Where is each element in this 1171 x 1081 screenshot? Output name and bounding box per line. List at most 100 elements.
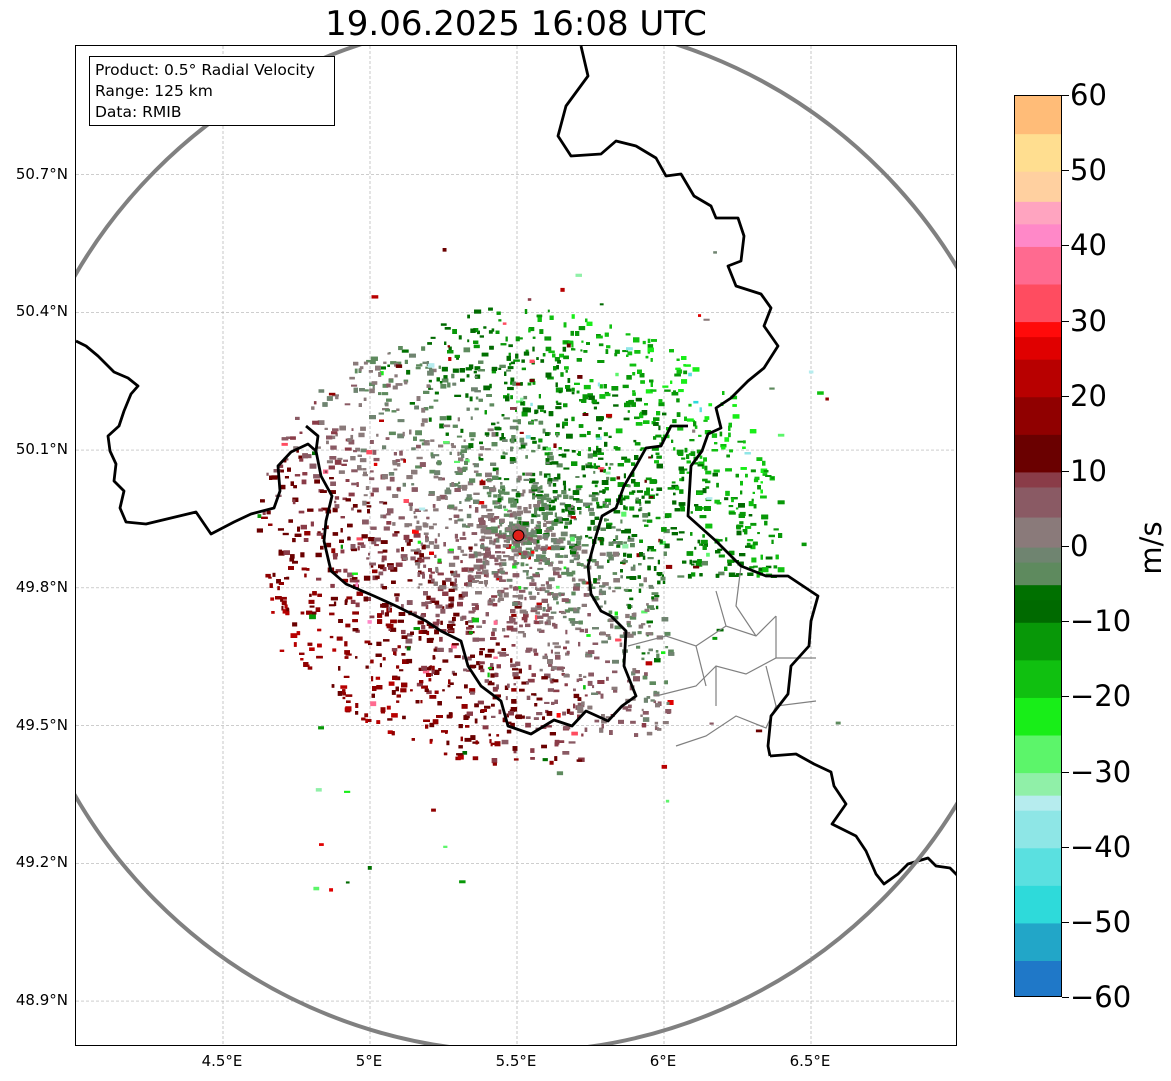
echo-pixel [423, 564, 427, 568]
echo-pixel [523, 542, 526, 545]
echo-pixel [346, 596, 353, 600]
echo-pixel [419, 553, 424, 558]
echo-pixel [569, 495, 574, 500]
echo-pixel [445, 730, 448, 734]
echo-pixel [395, 562, 403, 567]
echo-pixel [626, 347, 633, 351]
echo-pixel [547, 475, 550, 479]
echo-pixel [608, 435, 612, 438]
echo-pixel [507, 393, 510, 399]
echo-pixel [367, 509, 370, 514]
echo-pixel [396, 462, 401, 467]
echo-pixel [678, 531, 685, 534]
echo-pixel [513, 560, 517, 563]
echo-pixel [575, 331, 580, 336]
echo-pixel [481, 520, 486, 524]
echo-pixel [547, 603, 550, 607]
echo-pixel [413, 611, 417, 615]
echo-pixel [567, 505, 571, 511]
echo-pixel [577, 697, 582, 701]
echo-pixel [674, 508, 680, 512]
echo-pixel [576, 546, 581, 551]
echo-pixel [495, 533, 503, 537]
echo-pixel [478, 398, 483, 402]
echo-pixel [647, 557, 654, 560]
echo-pixel [433, 399, 439, 402]
echo-pixel [632, 372, 636, 376]
echo-pixel [493, 620, 498, 625]
echo-pixel [437, 558, 442, 563]
echo-pixel [495, 432, 499, 436]
echo-pixel [478, 458, 484, 461]
echo-pixel [499, 570, 505, 574]
echo-pixel [429, 600, 435, 603]
echo-pixel [545, 544, 548, 549]
echo-pixel [497, 599, 501, 603]
echo-pixel [620, 519, 623, 524]
echo-pixel [554, 742, 559, 747]
echo-pixel [527, 539, 531, 545]
echo-pixel [555, 400, 559, 404]
echo-pixel [575, 705, 579, 710]
echo-pixel [512, 573, 520, 578]
echo-pixel [558, 666, 565, 669]
echo-pixel [760, 554, 763, 560]
echo-pixel [479, 335, 484, 338]
echo-pixel [434, 629, 439, 635]
echo-pixel [335, 569, 342, 573]
echo-pixel [684, 416, 687, 421]
echo-pixel [266, 510, 271, 515]
echo-pixel [461, 484, 468, 489]
echo-pixel [484, 580, 488, 585]
echo-pixel [573, 586, 580, 591]
radar-map[interactable] [75, 45, 957, 1046]
echo-pixel [410, 549, 418, 552]
echo-pixel [456, 753, 463, 756]
echo-pixel [381, 555, 387, 561]
echo-pixel [396, 694, 401, 698]
echo-pixel [400, 688, 407, 693]
echo-pixel [451, 670, 455, 675]
echo-pixel [654, 595, 660, 598]
echo-pixel [537, 405, 545, 410]
echo-pixel [649, 681, 656, 685]
echo-pixel [409, 539, 413, 542]
echo-pixel [676, 398, 680, 403]
echo-pixel [531, 488, 538, 492]
echo-pixel [342, 696, 346, 700]
echo-pixel [360, 426, 366, 431]
echo-pixel [493, 367, 498, 370]
echo-pixel [306, 610, 313, 615]
echo-pixel [350, 599, 356, 604]
echo-pixel [608, 466, 611, 470]
echo-pixel [695, 562, 703, 567]
echo-pixel [455, 483, 459, 487]
echo-pixel [627, 625, 632, 628]
echo-pixel [517, 505, 522, 510]
echo-pixel [452, 368, 459, 373]
echo-pixel [634, 442, 641, 446]
echo-pixel [483, 553, 490, 558]
echo-pixel [510, 377, 515, 383]
echo-pixel [593, 450, 597, 454]
echo-pixel [553, 596, 558, 601]
echo-pixel [452, 424, 458, 428]
echo-pixel [691, 563, 695, 566]
echo-pixel [599, 588, 603, 593]
echo-pixel [520, 602, 523, 607]
echo-pixel [420, 629, 428, 634]
echo-pixel [598, 457, 604, 460]
echo-pixel [370, 440, 374, 444]
echo-pixel [647, 347, 654, 353]
echo-pixel [443, 424, 451, 428]
echo-pixel [546, 546, 553, 550]
echo-pixel [380, 583, 384, 589]
echo-pixel [537, 500, 541, 505]
echo-pixel [511, 644, 516, 647]
echo-pixel [495, 673, 499, 677]
echo-pixel [456, 696, 462, 699]
echo-pixel [468, 364, 474, 370]
echo-pixel [401, 349, 409, 353]
echo-pixel [555, 553, 559, 558]
echo-pixel [282, 602, 287, 606]
